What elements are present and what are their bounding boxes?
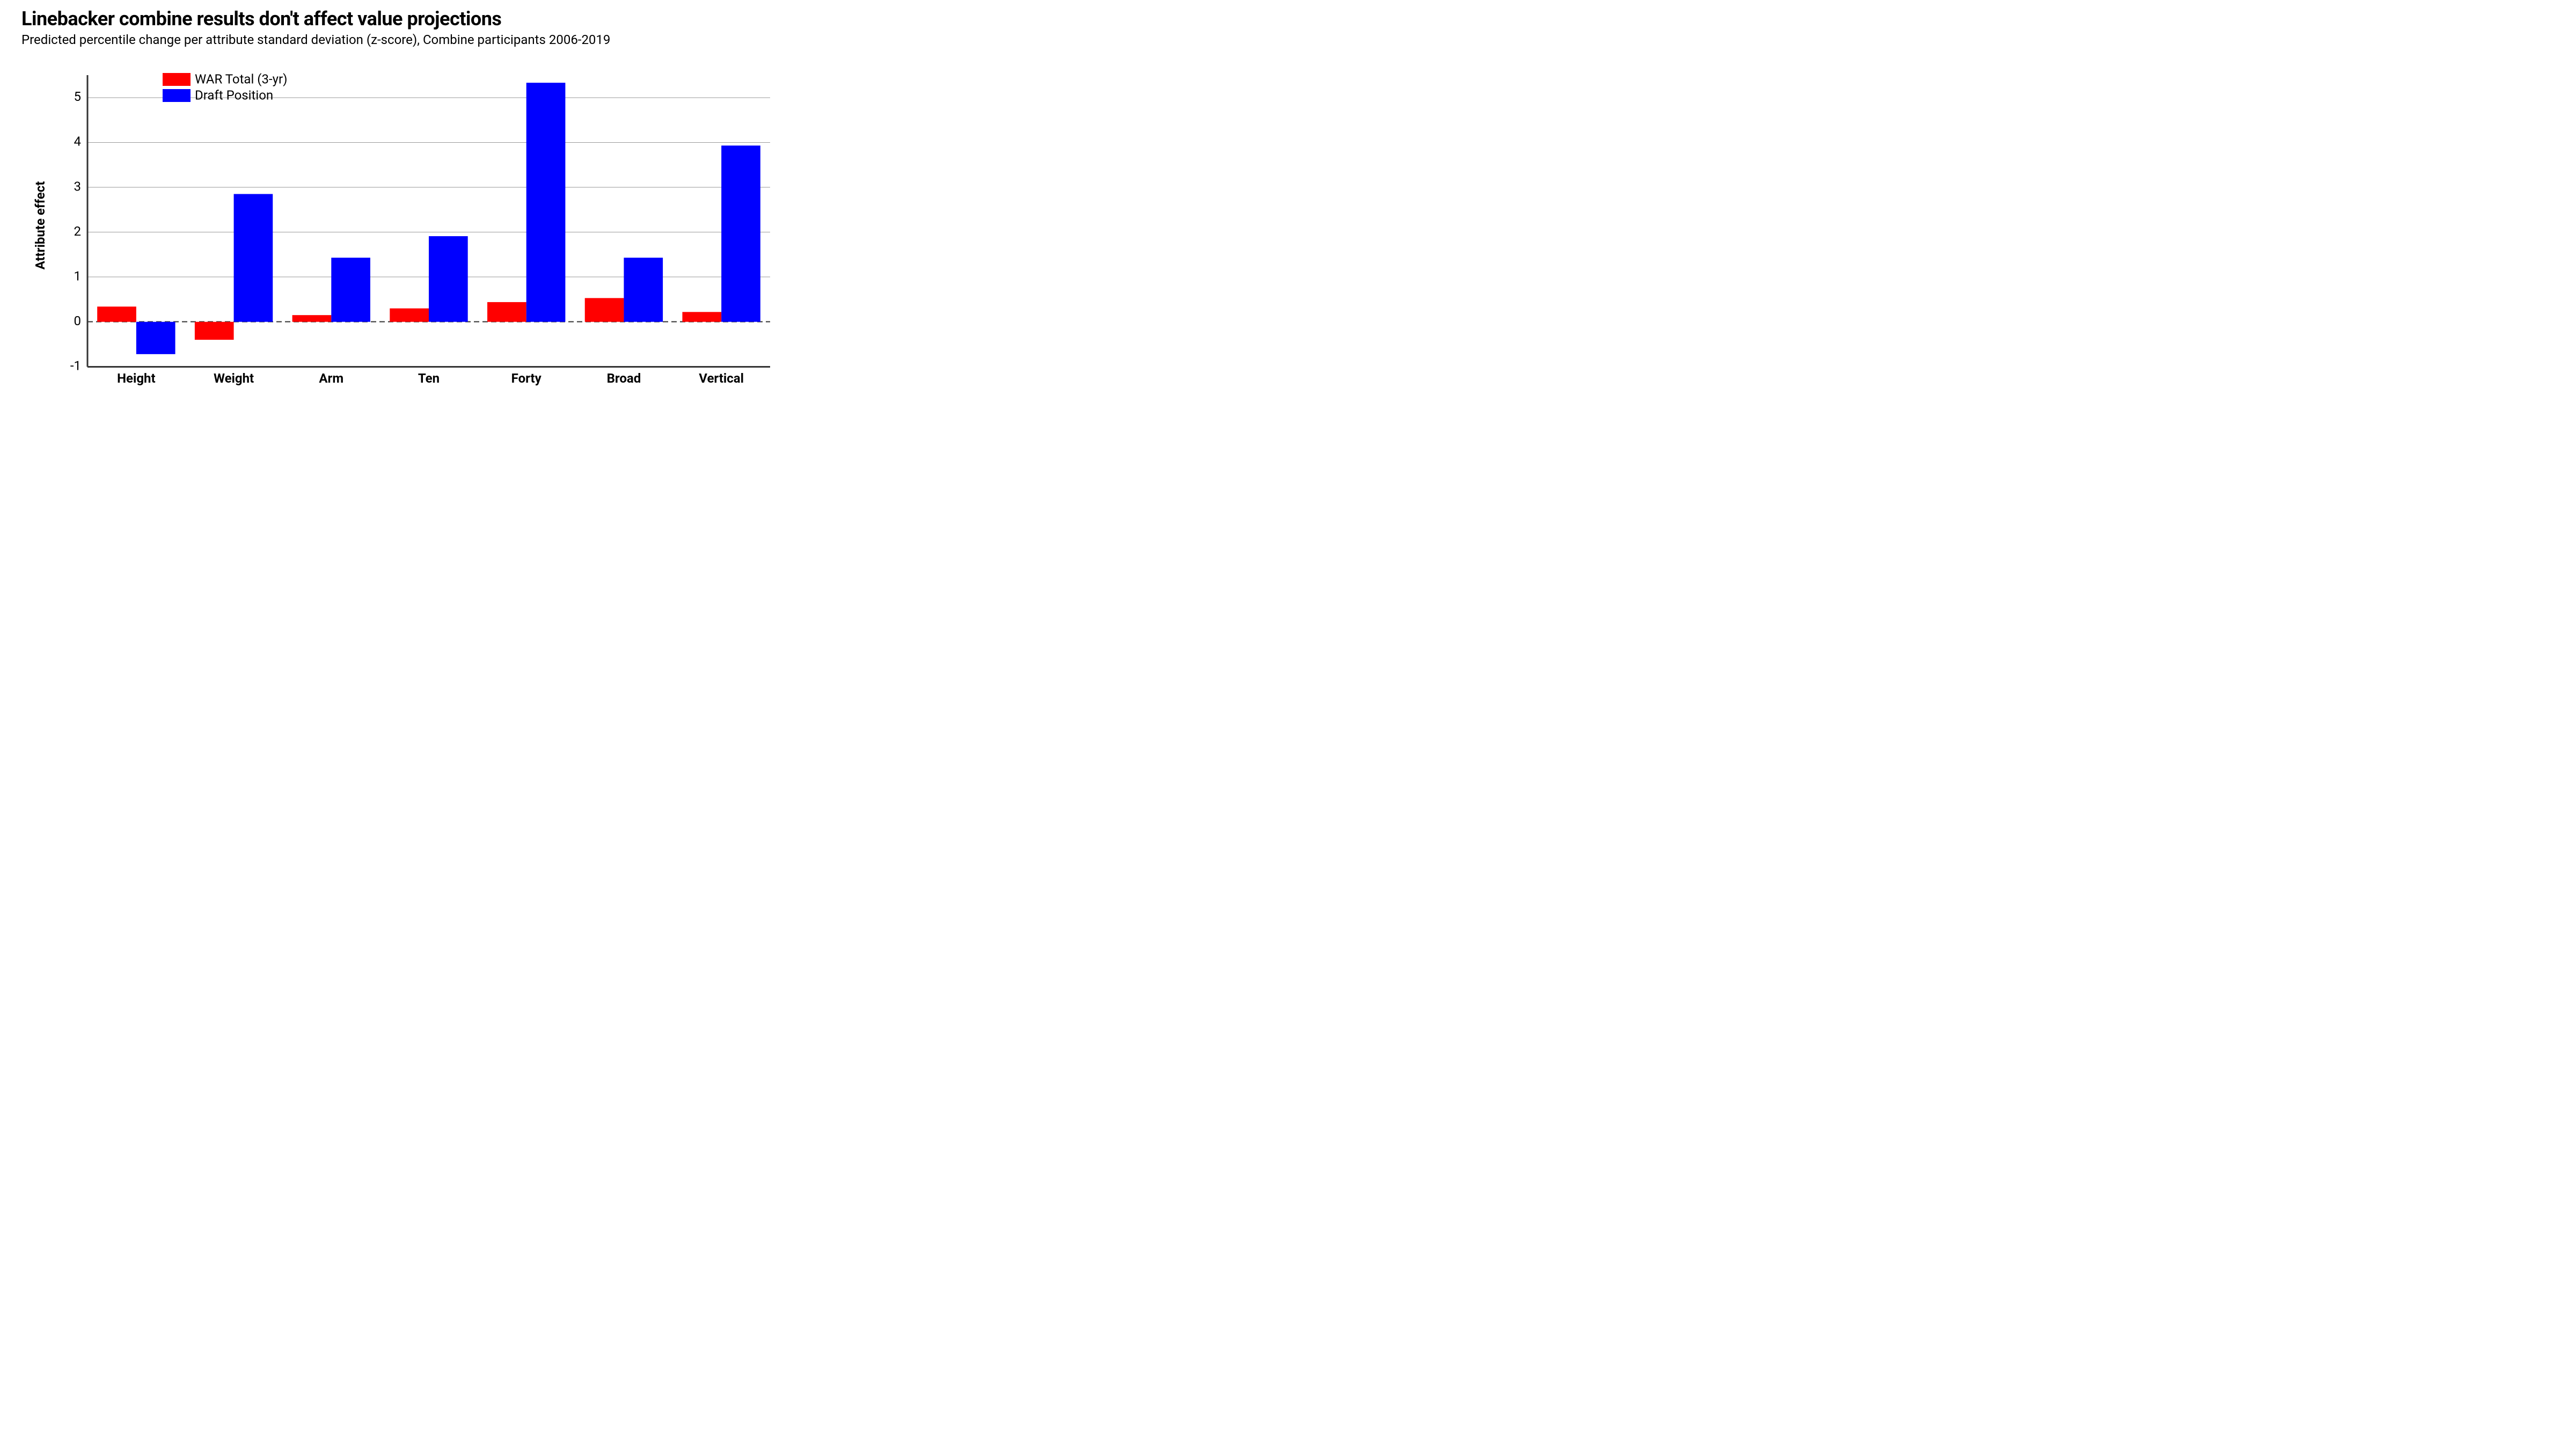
bar-war-total-3-yr--broad <box>585 298 624 321</box>
y-tick-label: 1 <box>74 268 82 283</box>
y-tick-label: 2 <box>74 224 82 239</box>
bar-war-total-3-yr--arm <box>292 315 332 322</box>
legend-swatch <box>163 73 191 86</box>
legend-label: Draft Position <box>195 87 273 103</box>
bar-draft-position-weight <box>234 194 273 321</box>
y-axis-label: Attribute effect <box>33 181 48 270</box>
bar-war-total-3-yr--forty <box>487 302 526 322</box>
x-tick-label: Ten <box>418 371 440 386</box>
bar-draft-position-broad <box>624 258 663 322</box>
bar-war-total-3-yr--vertical <box>682 312 721 321</box>
x-tick-label: Vertical <box>699 371 744 386</box>
x-tick-label: Forty <box>511 371 542 386</box>
bar-draft-position-ten <box>429 236 468 322</box>
x-tick-label: Broad <box>607 371 641 386</box>
bar-war-total-3-yr--height <box>97 306 136 321</box>
bar-draft-position-vertical <box>721 145 760 321</box>
y-tick-label: 3 <box>74 179 82 194</box>
bar-war-total-3-yr--weight <box>195 322 234 340</box>
chart-title: Linebacker combine results don't affect … <box>21 8 501 30</box>
chart-plot: -1 0 1 2 3 4 5 Height Weight Arm Ten Forty Broad Vert… <box>61 70 775 397</box>
y-tick-label: 5 <box>74 89 82 104</box>
bar-draft-position-forty <box>526 83 566 321</box>
y-tick-label: 0 <box>74 313 82 328</box>
bar-draft-position-arm <box>331 258 370 322</box>
bar-war-total-3-yr--ten <box>390 309 429 322</box>
legend-label: WAR Total (3-yr) <box>195 71 287 86</box>
y-tick-label: -1 <box>70 358 81 374</box>
chart-subtitle: Predicted percentile change per attribut… <box>21 32 610 47</box>
y-tick-label: 4 <box>74 134 82 149</box>
bar-draft-position-height <box>136 322 175 354</box>
x-tick-label: Weight <box>214 371 254 386</box>
x-tick-label: Arm <box>319 371 343 386</box>
x-tick-label: Height <box>117 371 156 386</box>
legend-swatch <box>163 89 191 102</box>
